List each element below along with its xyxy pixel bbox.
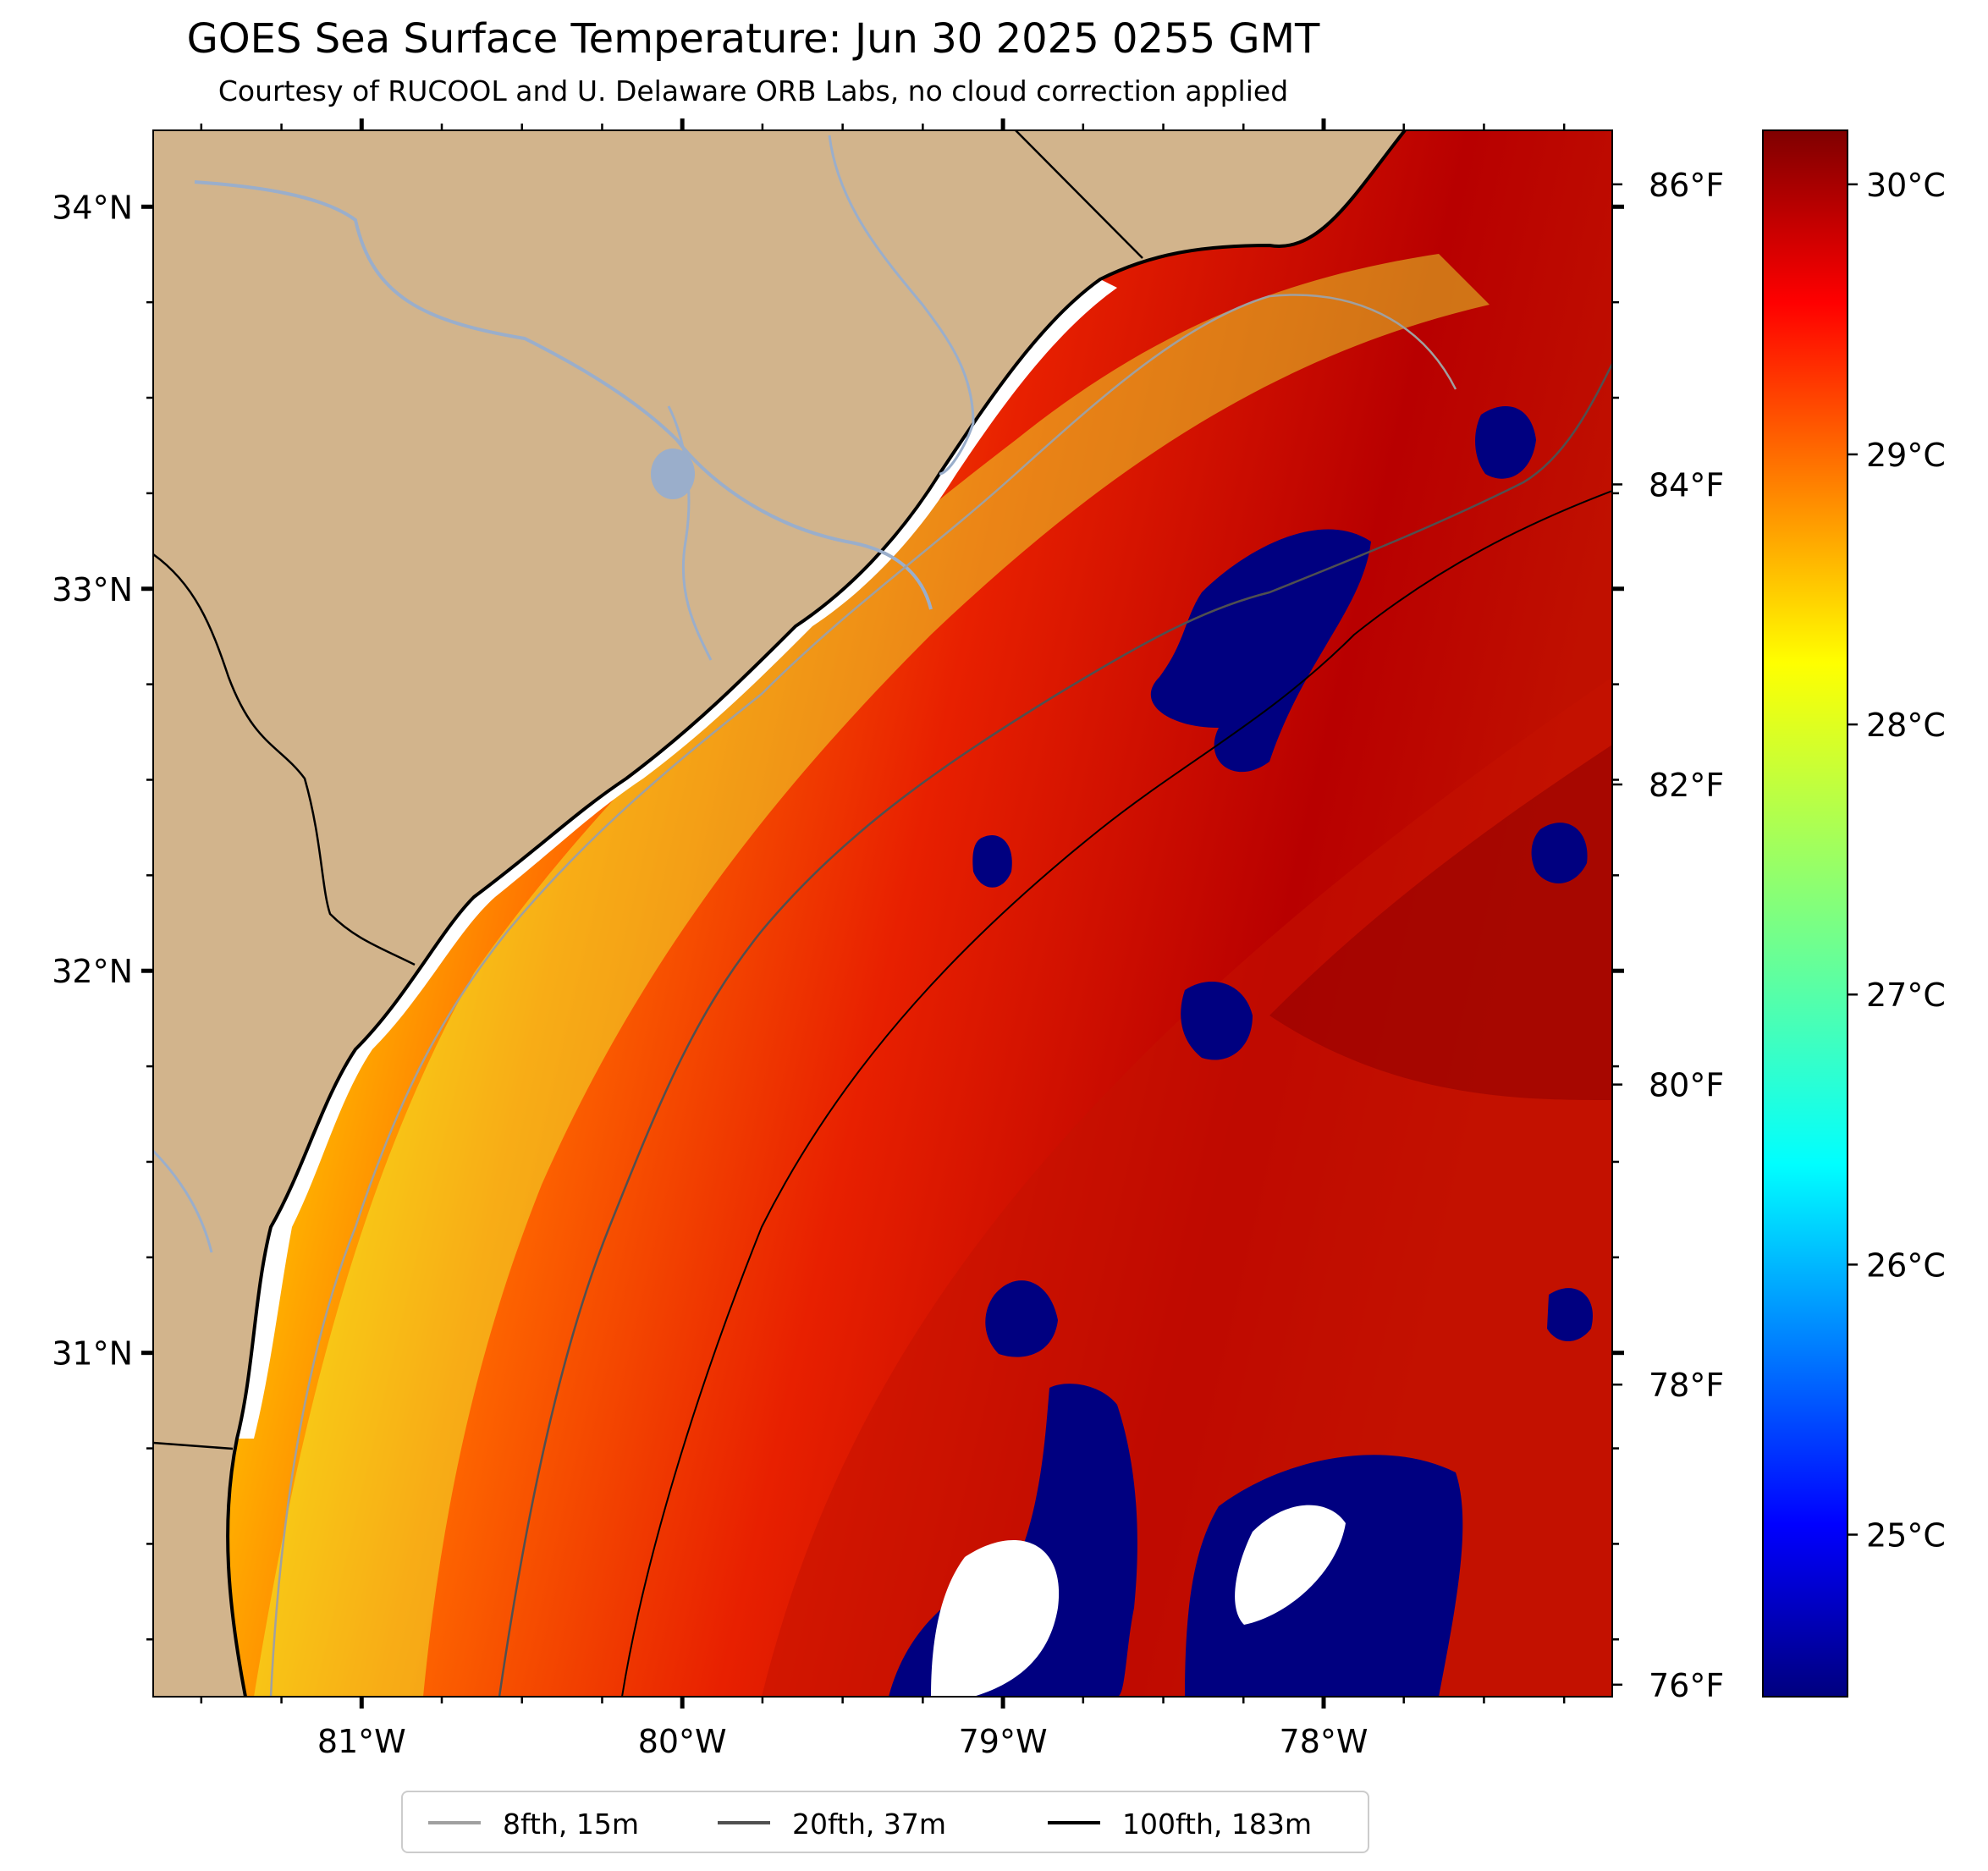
fahrenheit-label: 84°F [1649, 466, 1724, 504]
fahrenheit-label: 78°F [1649, 1367, 1724, 1404]
lon-label: 78°W [1280, 1723, 1368, 1760]
isobath-100fth [621, 490, 1612, 1697]
cloud-patch-7 [1475, 406, 1536, 479]
legend-swatch-8fth [428, 1821, 481, 1824]
cloud-patch-1 [1150, 529, 1371, 773]
fahrenheit-ticks: 86°F 84°F 82°F 80°F 78°F 76°F [1612, 167, 1724, 1704]
river-4 [667, 405, 713, 661]
minor-ticks [146, 124, 1619, 1703]
colorbar-label: 29°C [1866, 437, 1946, 474]
legend-label-100fth: 100fth, 183m [1122, 1808, 1312, 1841]
cloud-patch-4 [985, 1280, 1058, 1357]
fahrenheit-label: 80°F [1649, 1067, 1724, 1104]
fahrenheit-label: 82°F [1649, 767, 1724, 804]
state-border-nc-sc [1015, 130, 1143, 259]
lake-marion [651, 448, 695, 499]
map-subtitle: Courtesy of RUCOOL and U. Delaware ORB L… [218, 74, 1289, 107]
cloud-patch-8 [1531, 823, 1588, 883]
lat-label: 33°N [52, 571, 133, 608]
lon-ticks: 81°W 80°W 79°W 78°W [317, 118, 1368, 1760]
lat-label: 31°N [52, 1335, 133, 1373]
colorbar-label: 26°C [1866, 1246, 1946, 1284]
cloud-patch-9 [1547, 1288, 1593, 1341]
colorbar-label: 28°C [1866, 707, 1946, 744]
isobath-20fth [498, 363, 1612, 1697]
cloud-patch-2 [1181, 982, 1253, 1060]
colorbar-label: 27°C [1866, 977, 1946, 1014]
legend-swatch-100fth [1048, 1821, 1100, 1824]
lon-label: 79°W [959, 1723, 1048, 1760]
legend-label-8fth: 8fth, 15m [503, 1808, 640, 1841]
hot-core [1269, 745, 1612, 1100]
nearshore-band [254, 254, 1490, 1697]
colorbar-label: 30°C [1866, 167, 1946, 204]
lat-ticks: 34°N 33°N 32°N 31°N [52, 189, 1624, 1373]
lat-label: 32°N [52, 953, 133, 990]
legend-label-20fth: 20fth, 37m [792, 1808, 946, 1841]
coastline [226, 130, 1407, 1697]
state-border-ga-fl [153, 1441, 234, 1450]
cloud-patch-3 [972, 834, 1012, 888]
river-3 [153, 1149, 213, 1253]
cloud-patch-6 [1185, 1455, 1463, 1697]
colorbar-ticks: 30°C 29°C 28°C 27°C 26°C 25°C [1848, 167, 1946, 1555]
land-area [153, 130, 1405, 1697]
map-title: GOES Sea Surface Temperature: Jun 30 202… [186, 15, 1320, 63]
legend-swatch-20fth [718, 1821, 770, 1824]
legend: 8fth, 15m 20fth, 37m 100fth, 183m [401, 1791, 1369, 1853]
fahrenheit-label: 76°F [1649, 1667, 1724, 1704]
colorbar-label: 25°C [1866, 1517, 1946, 1555]
state-border-sc-ga [153, 553, 416, 966]
isobath-8fth [269, 294, 1457, 1697]
river-2 [828, 135, 975, 476]
map-frame [152, 129, 1613, 1698]
river-1 [194, 180, 933, 610]
lat-label: 34°N [52, 189, 133, 226]
missing-data-2 [1235, 1505, 1346, 1625]
lon-label: 81°W [317, 1723, 406, 1760]
lon-label: 80°W [638, 1723, 727, 1760]
fahrenheit-label: 86°F [1649, 167, 1724, 204]
colorbar [1762, 129, 1848, 1698]
missing-data-1 [931, 1540, 1060, 1697]
